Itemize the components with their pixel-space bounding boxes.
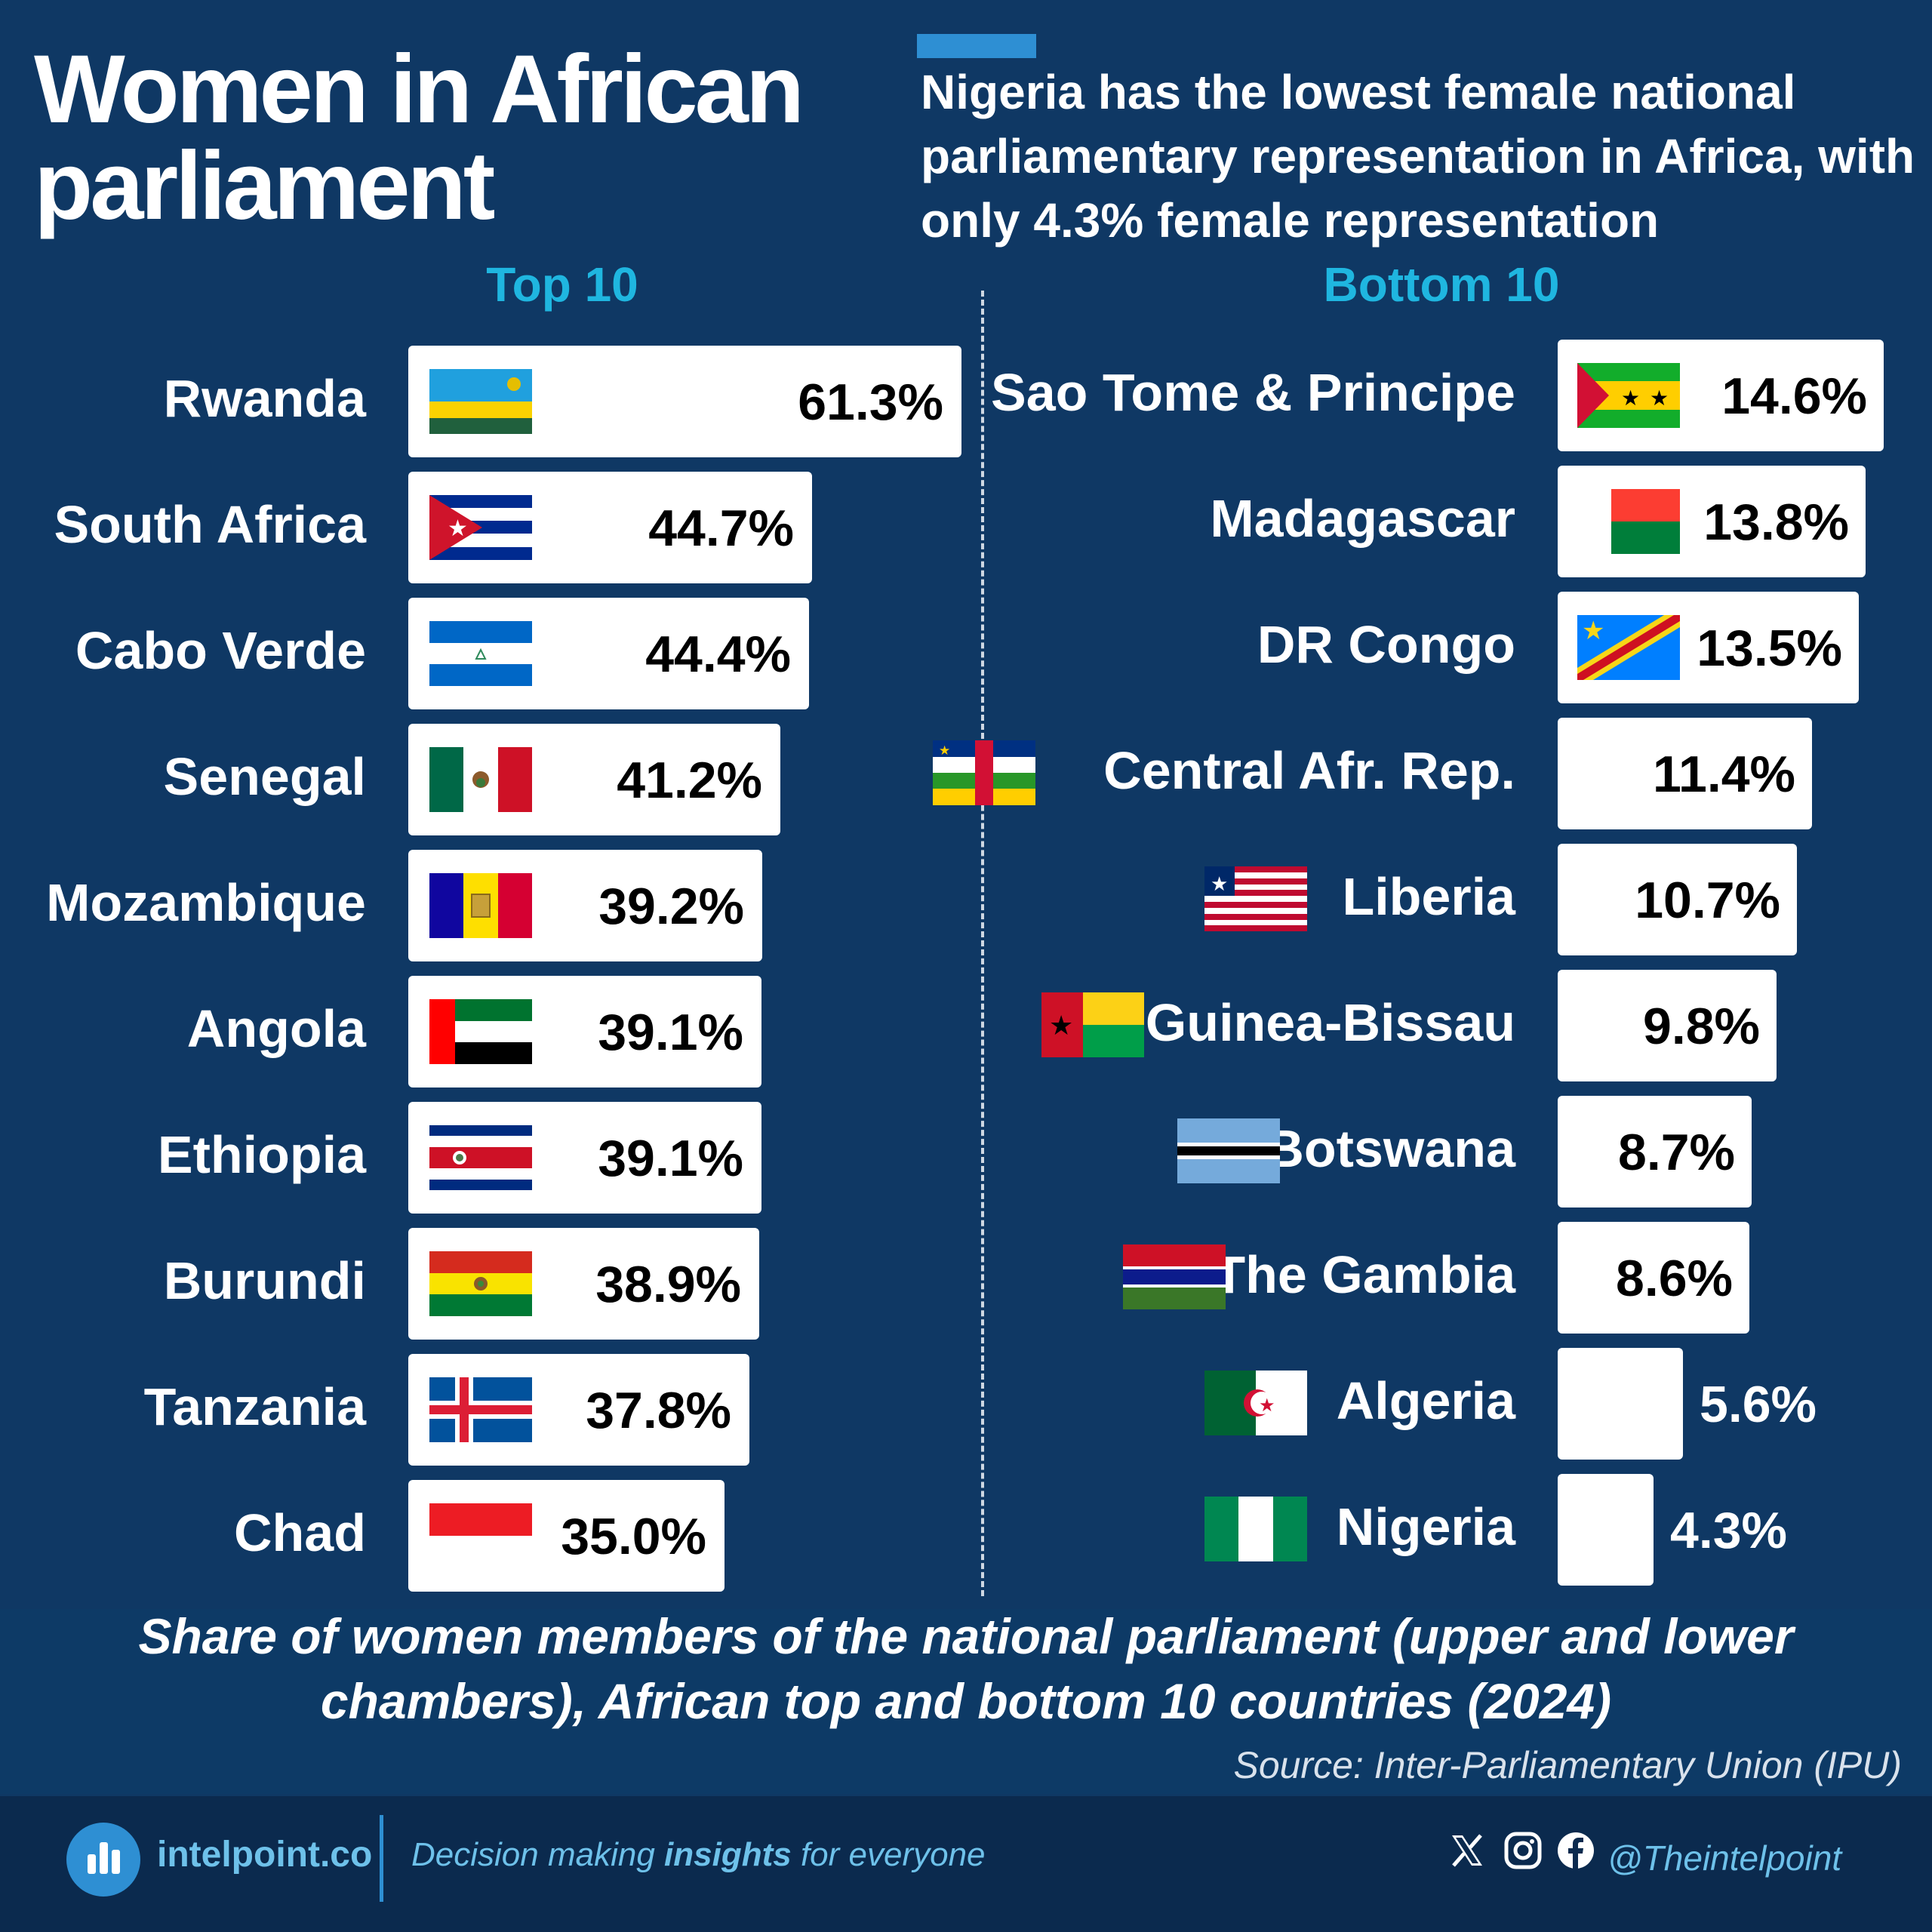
nigeria-flag-icon	[1204, 1497, 1307, 1561]
iceland-flag-icon	[429, 1377, 532, 1442]
facebook-icon[interactable]	[1556, 1831, 1595, 1870]
svg-text:★: ★	[1582, 617, 1604, 645]
svg-text:★: ★	[1211, 872, 1228, 895]
subtitle: Nigeria has the lowest female national p…	[921, 65, 1915, 248]
svg-text:★: ★	[939, 743, 950, 758]
rwanda-flag-icon	[429, 369, 532, 434]
country-label: Chad	[234, 1503, 366, 1562]
country-label: Cabo Verde	[75, 621, 366, 680]
value-label: 39.1%	[598, 1004, 743, 1061]
value-label: 35.0%	[561, 1508, 706, 1565]
country-label: Madagascar	[1210, 489, 1515, 548]
page-title: Women in African parliament	[34, 35, 804, 240]
country-label: Sao Tome & Principe	[991, 363, 1515, 422]
tagline-end: for everyone	[791, 1836, 986, 1873]
madagascar-flag-icon	[1577, 489, 1680, 554]
svg-text:★: ★	[1650, 386, 1669, 410]
andorra-flag-icon	[429, 873, 532, 938]
country-label: Nigeria	[1336, 1497, 1515, 1556]
guinea-bissau-flag-icon: ★	[1041, 992, 1144, 1057]
source-note: Source: Inter-Parliamentary Union (IPU)	[1233, 1744, 1902, 1786]
value-label: 39.1%	[598, 1130, 743, 1187]
country-label: Botswana	[1266, 1119, 1515, 1178]
svg-text:★: ★	[1259, 1395, 1275, 1416]
svg-text:★: ★	[448, 516, 468, 541]
cuba-flag-icon: ★	[429, 495, 532, 560]
value-label: 39.2%	[598, 878, 744, 935]
x-icon[interactable]	[1447, 1831, 1487, 1870]
country-label: Ethiopia	[157, 1125, 366, 1184]
value-label: 13.5%	[1697, 620, 1842, 677]
value-bar	[1558, 1474, 1654, 1586]
top-10-heading: Top 10	[486, 257, 638, 312]
tagline: Decision making insights for everyone	[411, 1836, 986, 1874]
country-label: Tanzania	[143, 1377, 366, 1436]
value-label: 11.4%	[1652, 746, 1795, 803]
value-label: 4.3%	[1670, 1502, 1787, 1559]
costa-rica-flag-icon	[429, 1125, 532, 1190]
title-line-2: parliament	[34, 132, 495, 240]
value-label: 44.4%	[645, 626, 791, 683]
caption-band	[0, 1609, 1932, 1794]
country-label: South Africa	[54, 495, 366, 554]
value-label: 61.3%	[798, 374, 943, 431]
value-label: 41.2%	[617, 752, 762, 809]
footer-separator	[380, 1815, 383, 1902]
country-label: The Gambia	[1213, 1245, 1515, 1304]
value-bar	[1558, 1222, 1749, 1334]
value-label: 37.8%	[586, 1382, 731, 1439]
value-label: 5.6%	[1700, 1376, 1817, 1433]
column-divider	[981, 291, 984, 1596]
value-bar	[1558, 1348, 1683, 1460]
uae-flag-icon	[429, 999, 532, 1064]
indonesia-flag-icon	[429, 1503, 532, 1568]
value-bar	[1558, 718, 1812, 829]
value-bar	[1558, 970, 1777, 1081]
value-label: 38.9%	[595, 1256, 741, 1313]
accent-bar	[917, 34, 1036, 58]
svg-text:★: ★	[1621, 386, 1640, 410]
country-label: Rwanda	[163, 369, 366, 428]
country-label: Burundi	[163, 1251, 366, 1310]
value-label: 8.6%	[1616, 1250, 1733, 1307]
value-label: 8.7%	[1618, 1124, 1735, 1181]
country-label: Mozambique	[46, 873, 366, 932]
country-label: DR Congo	[1257, 615, 1515, 674]
svg-text:★: ★	[1049, 1010, 1073, 1041]
central-african-republic-flag-icon: ★	[933, 740, 1035, 805]
sao-tome-flag-icon: ★ ★	[1577, 363, 1680, 428]
bolivia-flag-icon	[429, 1251, 532, 1316]
gambia-flag-icon	[1123, 1244, 1226, 1309]
tagline-emphasis: insights	[664, 1836, 792, 1873]
mexico-flag-icon	[429, 747, 532, 812]
value-label: 13.8%	[1703, 494, 1849, 551]
country-label: Liberia	[1342, 867, 1515, 926]
country-label: Senegal	[163, 747, 366, 806]
intelpoint-logo-icon	[66, 1823, 140, 1897]
liberia-flag-icon: ★	[1204, 866, 1307, 931]
botswana-flag-icon	[1177, 1118, 1280, 1183]
dr-congo-flag-icon: ★	[1577, 615, 1680, 680]
value-label: 9.8%	[1643, 998, 1760, 1055]
nicaragua-flag-icon	[429, 621, 532, 686]
instagram-icon[interactable]	[1503, 1831, 1543, 1870]
brand-link[interactable]: intelpoint.co	[157, 1835, 373, 1875]
value-label: 10.7%	[1635, 872, 1780, 929]
bottom-10-heading: Bottom 10	[1323, 257, 1560, 312]
tagline-start: Decision making	[411, 1836, 665, 1873]
title-line-1: Women in African	[34, 35, 804, 143]
footer	[0, 1796, 1932, 1932]
country-label: Guinea-Bissau	[1145, 993, 1515, 1052]
chart-caption: Share of women members of the national p…	[138, 1608, 1794, 1729]
algeria-flag-icon: ★	[1204, 1371, 1307, 1435]
country-label: Central Afr. Rep.	[1103, 741, 1515, 800]
country-label: Algeria	[1336, 1371, 1515, 1430]
country-label: Angola	[186, 999, 366, 1058]
value-bar	[1558, 1096, 1752, 1208]
value-label: 14.6%	[1721, 368, 1867, 425]
value-bar	[1558, 844, 1797, 955]
value-label: 44.7%	[648, 500, 794, 557]
social-handle[interactable]: @Theintelpoint	[1607, 1838, 1842, 1878]
